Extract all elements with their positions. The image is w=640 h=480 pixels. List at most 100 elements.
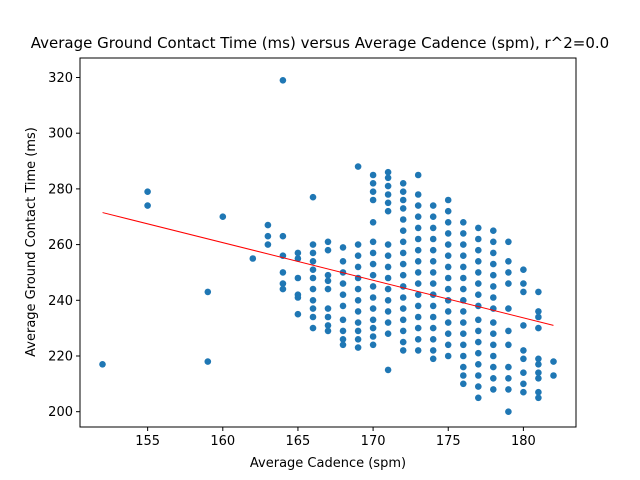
data-point bbox=[369, 180, 377, 187]
data-point bbox=[219, 213, 227, 220]
data-point bbox=[384, 274, 392, 282]
data-point bbox=[444, 252, 452, 259]
data-point bbox=[324, 305, 332, 312]
data-point bbox=[429, 202, 437, 209]
data-point bbox=[384, 308, 392, 315]
data-point bbox=[490, 260, 497, 268]
data-point bbox=[384, 168, 392, 176]
data-point bbox=[414, 202, 422, 209]
data-point bbox=[339, 316, 347, 324]
data-point bbox=[369, 341, 377, 349]
data-point bbox=[414, 171, 422, 179]
data-point bbox=[460, 252, 467, 259]
data-point bbox=[399, 316, 407, 324]
data-point bbox=[444, 241, 452, 248]
data-point bbox=[279, 77, 287, 84]
data-point bbox=[369, 283, 377, 290]
x-tick-label: 155 bbox=[135, 434, 160, 449]
data-point bbox=[309, 324, 317, 332]
data-point bbox=[384, 330, 392, 338]
data-point bbox=[505, 280, 512, 287]
data-point bbox=[535, 361, 542, 368]
data-point bbox=[520, 355, 527, 363]
y-tick-label: 220 bbox=[48, 349, 73, 364]
data-point bbox=[520, 266, 527, 274]
data-point bbox=[550, 358, 557, 365]
data-point bbox=[294, 255, 302, 262]
data-point bbox=[505, 327, 512, 335]
data-point bbox=[460, 330, 467, 338]
data-point bbox=[460, 380, 467, 388]
data-point bbox=[399, 305, 407, 312]
data-point bbox=[399, 338, 407, 346]
data-point bbox=[354, 308, 362, 315]
data-point bbox=[414, 336, 422, 343]
data-point bbox=[309, 305, 317, 312]
x-tick-label: 165 bbox=[286, 434, 311, 449]
data-point bbox=[520, 369, 527, 377]
data-point bbox=[384, 263, 392, 271]
data-point bbox=[384, 199, 392, 207]
data-point bbox=[505, 305, 512, 312]
data-point bbox=[399, 260, 407, 268]
data-point bbox=[324, 313, 332, 321]
data-point bbox=[354, 319, 362, 326]
data-point bbox=[384, 191, 392, 198]
data-point bbox=[339, 341, 347, 349]
data-point bbox=[490, 283, 497, 290]
data-point bbox=[475, 361, 482, 368]
y-tick-label: 240 bbox=[48, 294, 73, 309]
data-point bbox=[429, 235, 437, 243]
data-point bbox=[399, 216, 407, 223]
data-point bbox=[399, 294, 407, 301]
data-point bbox=[505, 363, 512, 371]
data-point bbox=[475, 316, 482, 324]
data-point bbox=[444, 196, 452, 204]
data-point bbox=[384, 241, 392, 248]
data-point bbox=[264, 241, 272, 248]
data-point bbox=[429, 302, 437, 310]
data-point bbox=[429, 258, 437, 265]
data-point bbox=[475, 246, 482, 254]
data-point bbox=[354, 263, 362, 271]
data-point bbox=[520, 322, 527, 329]
data-point bbox=[414, 291, 422, 299]
data-point bbox=[460, 341, 467, 349]
data-point bbox=[324, 322, 332, 329]
data-point bbox=[535, 394, 542, 402]
data-point bbox=[444, 352, 452, 360]
data-point bbox=[369, 305, 377, 312]
data-point bbox=[324, 285, 332, 293]
data-point bbox=[475, 372, 482, 379]
data-point bbox=[339, 258, 347, 265]
data-point bbox=[414, 324, 422, 332]
data-point bbox=[460, 372, 467, 379]
data-point bbox=[309, 297, 317, 304]
data-point bbox=[384, 297, 392, 304]
data-point bbox=[490, 227, 497, 234]
data-point bbox=[490, 330, 497, 338]
data-point bbox=[490, 341, 497, 349]
data-point bbox=[490, 363, 497, 371]
data-point bbox=[264, 232, 272, 240]
data-point bbox=[414, 302, 422, 310]
data-point bbox=[460, 352, 467, 360]
data-point bbox=[429, 280, 437, 287]
y-tick-label: 280 bbox=[48, 182, 73, 197]
data-point bbox=[505, 386, 512, 393]
data-point bbox=[444, 308, 452, 315]
data-point bbox=[444, 341, 452, 349]
data-point bbox=[354, 241, 362, 248]
data-point bbox=[309, 258, 317, 265]
data-point bbox=[429, 291, 437, 299]
data-point bbox=[414, 246, 422, 254]
data-point bbox=[309, 193, 317, 201]
x-tick-label: 170 bbox=[361, 434, 386, 449]
data-point bbox=[444, 207, 452, 215]
data-point bbox=[309, 274, 317, 282]
y-axis-label: Average Ground Contact Time (ms) bbox=[24, 127, 39, 357]
data-point bbox=[339, 302, 347, 310]
data-point bbox=[475, 280, 482, 287]
data-point bbox=[204, 358, 212, 365]
